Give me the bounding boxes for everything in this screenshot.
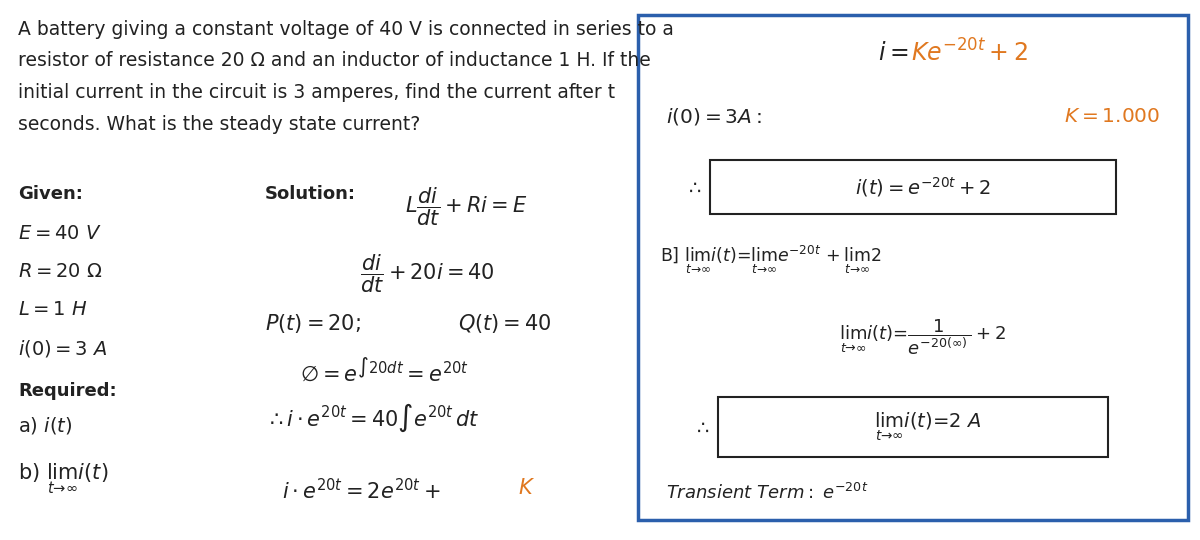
Text: $K$: $K$ [518,478,535,498]
Text: A battery giving a constant voltage of 40 V is connected in series to a: A battery giving a constant voltage of 4… [18,20,674,39]
Text: $i = $: $i = $ [877,41,908,65]
Text: $\lim_{t\to\infty} i(t) = 2\ A$: $\lim_{t\to\infty} i(t) = 2\ A$ [875,411,982,443]
Text: $\therefore$: $\therefore$ [694,417,710,436]
Text: Solution:: Solution: [265,185,356,203]
Text: $i(0) = 3A:$: $i(0) = 3A:$ [666,106,762,127]
Text: $\varnothing = e^{\int 20dt} = e^{20t}$: $\varnothing = e^{\int 20dt} = e^{20t}$ [300,357,469,385]
Text: $Q(t) = 40$: $Q(t) = 40$ [458,312,552,335]
FancyBboxPatch shape [710,160,1116,214]
Text: Required:: Required: [18,382,116,400]
Text: resistor of resistance 20 Ω and an inductor of inductance 1 H. If the: resistor of resistance 20 Ω and an induc… [18,51,650,71]
Text: $P(t) = 20;$: $P(t) = 20;$ [265,312,361,335]
Text: $\lim_{t\to\infty} i(t) = \dfrac{1}{e^{-20(\infty)}} + 2$: $\lim_{t\to\infty} i(t) = \dfrac{1}{e^{-… [840,318,1007,357]
Text: $i(t) = e^{-20t} + 2$: $i(t) = e^{-20t} + 2$ [854,175,991,199]
Text: a) $i(t)$: a) $i(t)$ [18,415,72,436]
Text: $\therefore$: $\therefore$ [685,178,702,197]
Text: $\therefore i \cdot e^{20t} = 40 \int e^{20t}\,dt$: $\therefore i \cdot e^{20t} = 40 \int e^… [265,402,480,434]
Text: $R = 20\ \Omega$: $R = 20\ \Omega$ [18,262,103,281]
FancyBboxPatch shape [638,15,1188,520]
Text: $i(0) = 3\ A$: $i(0) = 3\ A$ [18,338,108,359]
Text: seconds. What is the steady state current?: seconds. What is the steady state curren… [18,114,420,133]
Text: $\mathit{Transient\ Term:}\ e^{-20t}$: $\mathit{Transient\ Term:}\ e^{-20t}$ [666,483,869,503]
Text: $L\dfrac{di}{dt} + Ri = E$: $L\dfrac{di}{dt} + Ri = E$ [406,185,527,227]
Text: $i \cdot e^{20t} = 2e^{20t} +\ $: $i \cdot e^{20t} = 2e^{20t} +\ $ [282,478,440,503]
Text: $K = 1.000$: $K = 1.000$ [1063,107,1160,126]
FancyBboxPatch shape [718,397,1108,457]
Text: initial current in the circuit is 3 amperes, find the current after t: initial current in the circuit is 3 ampe… [18,83,616,102]
Text: $\dfrac{di}{dt} + 20i = 40$: $\dfrac{di}{dt} + 20i = 40$ [360,252,494,294]
Text: $L = 1\ H$: $L = 1\ H$ [18,300,88,319]
Text: b) $\lim_{t\to\infty} i(t)$: b) $\lim_{t\to\infty} i(t)$ [18,462,108,496]
Text: Given:: Given: [18,185,83,203]
Text: $E = 40\ V$: $E = 40\ V$ [18,224,102,243]
Text: $Ke^{-20t} + 2$: $Ke^{-20t} + 2$ [911,39,1028,66]
Text: $\mathrm{B]}\ \lim_{t\to\infty} i(t) = \lim_{t\to\infty} e^{-20t} + \lim_{t\to\i: $\mathrm{B]}\ \lim_{t\to\infty} i(t) = \… [660,244,882,276]
